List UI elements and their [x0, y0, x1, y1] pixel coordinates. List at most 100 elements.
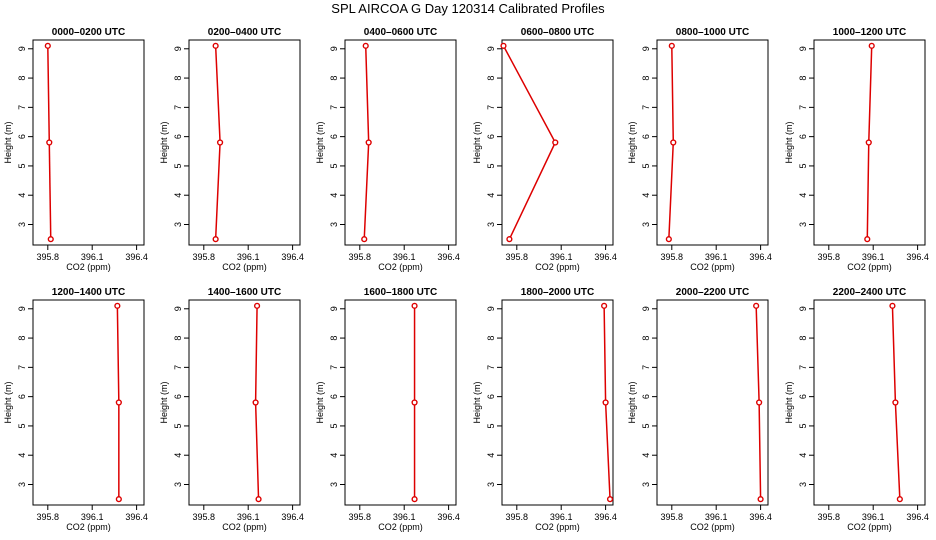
x-tick-label: 396.1 [862, 252, 885, 262]
data-point [411, 302, 418, 309]
y-axis-title: Height (m) [159, 121, 169, 163]
plot-frame [344, 299, 457, 506]
data-point [864, 236, 871, 243]
y-tick-label: 7 [329, 105, 339, 110]
x-axis-title: CO2 (ppm) [378, 522, 423, 532]
x-tick-label: 396.4 [125, 252, 148, 262]
x-axis-title: CO2 (ppm) [222, 522, 267, 532]
x-axis-title: CO2 (ppm) [847, 522, 892, 532]
y-tick-label: 6 [798, 134, 808, 139]
x-tick-label: 396.4 [281, 252, 304, 262]
panel-title: 0400–0600 UTC [364, 27, 437, 38]
x-axis-title: CO2 (ppm) [535, 522, 580, 532]
y-tick-label: 8 [641, 336, 651, 341]
y-tick-label: 7 [17, 105, 27, 110]
y-tick-label: 8 [329, 336, 339, 341]
y-tick-label: 9 [641, 306, 651, 311]
x-tick-label: 396.4 [749, 252, 772, 262]
data-point [889, 302, 896, 309]
x-tick-label: 396.4 [437, 252, 460, 262]
y-tick-label: 3 [486, 222, 496, 227]
y-tick-label: 7 [798, 365, 808, 370]
y-axis-title: Height (m) [784, 381, 794, 423]
y-tick-label: 4 [798, 193, 808, 198]
y-tick-label: 7 [173, 105, 183, 110]
x-tick-label: 396.4 [906, 252, 929, 262]
y-tick-label: 8 [173, 76, 183, 81]
plot-frame [501, 39, 614, 246]
y-axis-title: Height (m) [315, 381, 325, 423]
y-tick-label: 5 [798, 423, 808, 428]
x-tick-label: 396.1 [237, 512, 260, 522]
y-tick-label: 8 [641, 76, 651, 81]
data-point [756, 399, 763, 406]
panel-0: 0000–0200 UTC 395.8 396.1 396.4 3 4 5 6 7 8 9 CO2 (… [3, 27, 148, 272]
y-tick-label: 8 [17, 336, 27, 341]
plot-frame [32, 299, 145, 506]
y-axis-title: Height (m) [315, 121, 325, 163]
panel-title: 1000–1200 UTC [833, 27, 906, 38]
y-tick-label: 9 [486, 306, 496, 311]
panel-title: 1400–1600 UTC [208, 287, 281, 298]
y-axis-title: Height (m) [627, 121, 637, 163]
data-point [44, 42, 51, 49]
data-point [670, 139, 677, 146]
y-tick-label: 3 [641, 482, 651, 487]
y-tick-label: 4 [798, 453, 808, 458]
y-tick-label: 7 [173, 365, 183, 370]
y-tick-label: 4 [173, 453, 183, 458]
y-tick-label: 9 [641, 46, 651, 51]
x-axis-title: CO2 (ppm) [690, 522, 735, 532]
x-tick-label: 396.1 [705, 512, 728, 522]
data-point [212, 42, 219, 49]
data-point [506, 236, 513, 243]
x-tick-label: 395.8 [661, 252, 684, 262]
y-tick-label: 9 [173, 46, 183, 51]
x-axis-title: CO2 (ppm) [66, 262, 111, 272]
x-tick-label: 396.4 [125, 512, 148, 522]
y-tick-label: 7 [641, 105, 651, 110]
y-tick-label: 4 [329, 453, 339, 458]
y-tick-label: 6 [17, 134, 27, 139]
x-tick-label: 395.8 [506, 512, 529, 522]
data-point [896, 496, 903, 503]
y-tick-label: 6 [798, 394, 808, 399]
panel-4: 0800–1000 UTC 395.8 396.1 396.4 3 4 5 6 7 8 9 CO2 (… [627, 27, 772, 272]
x-axis-title: CO2 (ppm) [66, 522, 111, 532]
data-point [216, 139, 224, 146]
data-point [253, 302, 261, 309]
y-tick-label: 5 [17, 423, 27, 428]
x-tick-label: 396.4 [749, 512, 772, 522]
y-tick-label: 9 [486, 46, 496, 51]
x-tick-label: 396.1 [81, 252, 104, 262]
y-tick-label: 3 [17, 222, 27, 227]
data-point [500, 42, 507, 49]
x-axis-title: CO2 (ppm) [847, 262, 892, 272]
y-tick-label: 4 [329, 193, 339, 198]
y-tick-label: 7 [641, 365, 651, 370]
data-point [606, 496, 614, 503]
plot-frame [656, 39, 769, 246]
y-tick-label: 3 [173, 482, 183, 487]
y-tick-label: 4 [486, 193, 496, 198]
y-tick-label: 3 [17, 482, 27, 487]
x-axis-title: CO2 (ppm) [222, 262, 267, 272]
x-tick-label: 395.8 [193, 252, 216, 262]
panel-title: 1800–2000 UTC [521, 287, 594, 298]
y-tick-label: 6 [17, 394, 27, 399]
panel-10: 2000–2200 UTC 395.8 396.1 396.4 3 4 5 6 7 8 9 CO2 (… [627, 287, 772, 532]
x-axis-title: CO2 (ppm) [535, 262, 580, 272]
data-point [601, 302, 608, 309]
x-tick-label: 396.1 [81, 512, 104, 522]
panel-7: 1400–1600 UTC 395.8 396.1 396.4 3 4 5 6 7 8 9 CO2 (… [159, 287, 304, 532]
plot-frame [501, 299, 614, 506]
data-point [362, 42, 369, 49]
data-point [115, 399, 122, 406]
y-tick-label: 5 [486, 163, 496, 168]
data-point [753, 302, 760, 309]
data-point [114, 302, 121, 309]
data-point [361, 236, 368, 243]
y-tick-label: 5 [641, 163, 651, 168]
plot-frame [32, 39, 145, 246]
